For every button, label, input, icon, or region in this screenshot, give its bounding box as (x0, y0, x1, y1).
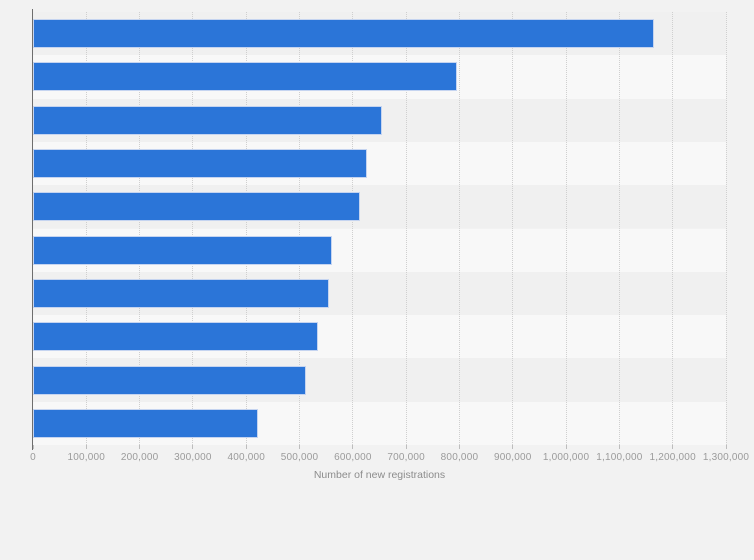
tick-mark (512, 445, 514, 449)
bar (33, 105, 383, 135)
gridline (299, 12, 301, 445)
gridline (192, 12, 194, 445)
bar (33, 149, 367, 179)
gridline (565, 12, 567, 445)
bar (33, 365, 307, 395)
gridline (458, 12, 460, 445)
tick-mark (618, 445, 620, 449)
plot-area (33, 12, 727, 445)
tick-mark (85, 445, 87, 449)
bar (33, 322, 319, 352)
tick-mark (565, 445, 567, 449)
gridline (672, 12, 674, 445)
gridline (352, 12, 354, 445)
bar (33, 62, 457, 92)
x-tick-label: 400,000 (227, 452, 265, 463)
tick-mark (352, 445, 354, 449)
bar (33, 408, 258, 438)
x-tick-label: 200,000 (120, 452, 159, 463)
x-tick-label: 1,300,000 (702, 452, 750, 463)
x-tick-label: 900,000 (493, 452, 532, 463)
bar (33, 235, 333, 265)
gridline (245, 12, 247, 445)
gridline (512, 12, 514, 445)
tick-mark (405, 445, 407, 449)
tick-mark (672, 445, 674, 449)
x-tick-label: 1,100,000 (596, 452, 643, 463)
gridline (85, 12, 87, 445)
tick-mark (245, 445, 247, 449)
bar (33, 19, 654, 49)
tick-mark (458, 445, 460, 449)
x-tick-label: 600,000 (334, 452, 372, 463)
tick-mark (139, 445, 141, 449)
x-tick-label: 800,000 (440, 452, 479, 463)
x-tick-label: 1,200,000 (649, 452, 696, 463)
x-axis-title: Number of new registrations (313, 469, 446, 481)
bar (33, 192, 361, 222)
x-tick-label: 1,000,000 (542, 452, 590, 463)
gridline (139, 12, 141, 445)
gridline (725, 12, 727, 445)
x-tick-label: 0 (30, 452, 36, 463)
x-tick-label: 500,000 (280, 452, 319, 463)
tick-mark (32, 445, 34, 449)
x-tick-label: 300,000 (174, 452, 212, 463)
x-tick-label: 100,000 (67, 452, 106, 463)
tick-mark (192, 445, 194, 449)
x-tick-label: 700,000 (387, 452, 425, 463)
tick-mark (725, 445, 727, 449)
gridline (405, 12, 407, 445)
gridline (618, 12, 620, 445)
bar (33, 278, 330, 308)
y-axis-line (32, 9, 33, 450)
tick-mark (299, 445, 301, 449)
